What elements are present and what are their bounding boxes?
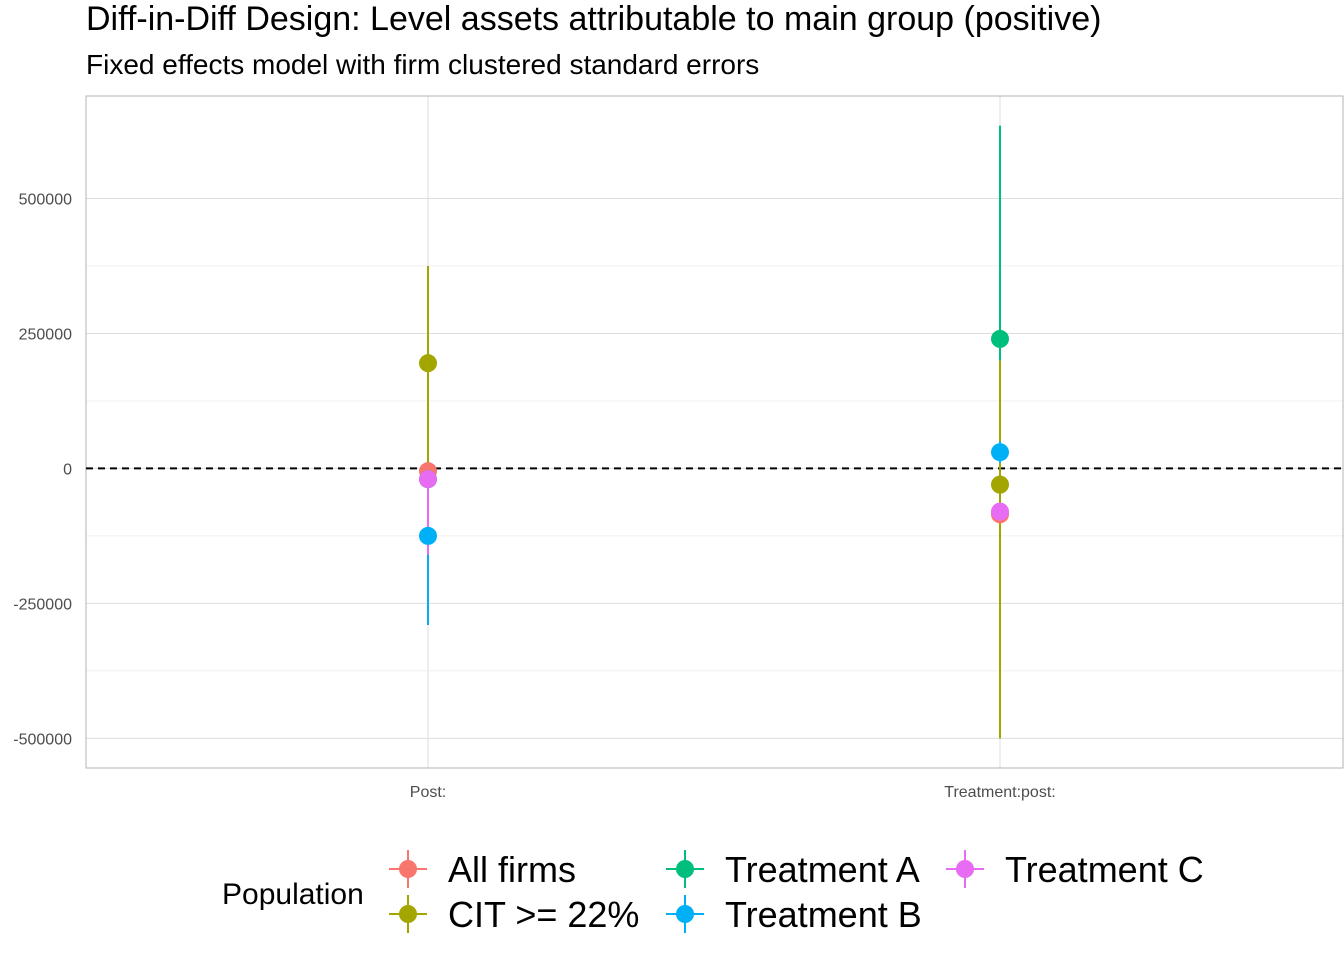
data-point xyxy=(991,329,1009,348)
legend-key-point xyxy=(676,905,694,923)
y-tick-label: 500000 xyxy=(19,192,72,209)
legend-label: All firms xyxy=(448,849,576,890)
data-point xyxy=(991,475,1009,494)
x-tick-label: Treatment:post: xyxy=(944,784,1055,801)
chart-subtitle: Fixed effects model with firm clustered … xyxy=(86,49,759,80)
y-tick-label: 0 xyxy=(63,461,72,478)
data-point xyxy=(991,443,1009,462)
y-tick-label: -250000 xyxy=(13,596,72,613)
legend-key-point xyxy=(399,860,417,878)
data-point xyxy=(419,526,437,545)
legend-title: Population xyxy=(222,878,364,911)
chart-title: Diff-in-Diff Design: Level assets attrib… xyxy=(86,0,1101,38)
legend-label: CIT >= 22% xyxy=(448,894,639,935)
data-point xyxy=(991,502,1009,521)
y-tick-label: 250000 xyxy=(19,326,72,343)
data-point xyxy=(419,470,437,489)
legend-label: Treatment A xyxy=(725,849,920,890)
y-tick-label: -500000 xyxy=(13,731,72,748)
data-point xyxy=(419,354,437,373)
axes: -500000 -250000 0 250000 500000 Post: Treatmen… xyxy=(13,95,1344,801)
legend-label: Treatment B xyxy=(725,894,922,935)
data-marks xyxy=(86,125,1343,739)
legend-key-point xyxy=(399,905,417,923)
legend-key-point xyxy=(676,860,694,878)
legend-label: Treatment C xyxy=(1005,849,1204,890)
x-tick-label: Post: xyxy=(410,784,446,801)
legend-key-point xyxy=(956,860,974,878)
panel-border xyxy=(85,95,1344,769)
grid xyxy=(86,96,1343,768)
